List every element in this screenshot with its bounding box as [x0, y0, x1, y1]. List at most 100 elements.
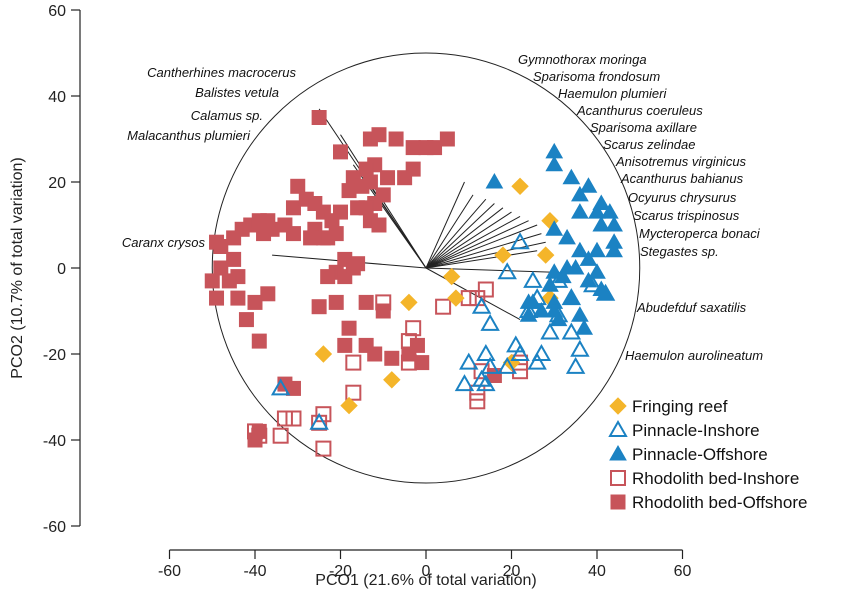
species-vector	[425, 267, 555, 273]
y-tick-label: 20	[48, 175, 66, 192]
point-pinnacle-inshore	[497, 262, 517, 280]
point-fringing-reef	[383, 371, 401, 389]
point-rhodolith-bed-inshore	[285, 410, 302, 427]
point-pinnacle-inshore	[531, 343, 552, 361]
legend-marker-rhodolith-bed-offshore	[610, 494, 626, 510]
species-label: Malacanthus plumieri	[127, 128, 251, 143]
point-pinnacle-inshore	[480, 313, 500, 331]
point-pinnacle-offshore	[579, 271, 598, 288]
legend-marker-pinnacle-offshore	[609, 444, 627, 461]
point-pinnacle-inshore	[510, 232, 530, 250]
point-rhodolith-bed-offshore	[324, 213, 340, 229]
point-rhodolith-bed-offshore	[238, 312, 254, 328]
legend-label-rhodolith-bed-offshore: Rhodolith bed-Offshore	[632, 493, 807, 512]
point-pinnacle-offshore	[545, 301, 564, 318]
point-rhodolith-bed-offshore	[341, 320, 357, 336]
point-pinnacle-inshore	[540, 322, 560, 340]
legend-label-pinnacle-inshore: Pinnacle-Inshore	[632, 421, 760, 440]
point-rhodolith-bed-offshore	[209, 234, 225, 250]
point-rhodolith-bed-offshore	[320, 269, 336, 285]
point-rhodolith-bed-inshore	[435, 298, 452, 315]
point-pinnacle-offshore	[588, 203, 606, 219]
point-pinnacle-offshore	[575, 319, 594, 335]
species-vector	[425, 181, 465, 269]
point-rhodolith-bed-offshore	[358, 294, 374, 310]
point-rhodolith-bed-offshore	[311, 299, 327, 315]
point-rhodolith-bed-offshore	[251, 213, 267, 229]
species-vector	[425, 241, 546, 269]
species-label: Acanthurus bahianus	[620, 171, 744, 186]
species-label: Ocyurus chrysurus	[628, 190, 737, 205]
species-vector	[425, 215, 521, 269]
point-pinnacle-offshore	[485, 172, 504, 189]
point-rhodolith-bed-offshore	[277, 217, 293, 233]
point-pinnacle-offshore	[571, 241, 589, 258]
point-pinnacle-offshore	[524, 293, 542, 309]
point-pinnacle-inshore	[476, 343, 496, 361]
point-rhodolith-bed-offshore	[405, 140, 421, 156]
point-pinnacle-inshore	[309, 412, 329, 430]
correlation-circle-outline	[211, 52, 641, 484]
point-rhodolith-bed-offshore	[230, 290, 246, 306]
point-rhodolith-bed-inshore	[276, 410, 293, 427]
point-rhodolith-bed-offshore	[375, 303, 391, 319]
point-rhodolith-bed-offshore	[388, 131, 404, 147]
point-pinnacle-offshore	[562, 289, 581, 305]
point-rhodolith-bed-offshore	[204, 273, 220, 289]
species-label: Haemulon plumieri	[558, 86, 667, 101]
species-label: Cantherhines macrocerus	[147, 65, 296, 80]
point-pinnacle-offshore	[592, 215, 611, 232]
species-vector	[425, 220, 529, 269]
axes: 60 40 20 0 -20 -40 -60 -60 -40 -20 0 20 40 60	[43, 3, 692, 580]
species-vector	[425, 267, 521, 321]
x-tick-label: -40	[243, 563, 266, 580]
point-pinnacle-inshore	[527, 352, 547, 370]
species-label: Caranx crysos	[122, 235, 206, 250]
point-fringing-reef	[340, 396, 358, 415]
point-pinnacle-offshore	[553, 267, 572, 284]
point-rhodolith-bed-offshore	[311, 110, 327, 125]
y-tick-label: 60	[48, 3, 66, 20]
point-rhodolith-bed-offshore	[285, 200, 301, 216]
x-tick-label: 20	[503, 563, 521, 580]
point-rhodolith-bed-offshore	[337, 337, 353, 353]
point-pinnacle-inshore	[561, 322, 582, 340]
point-pinnacle-inshore	[471, 296, 492, 314]
point-pinnacle-offshore	[571, 203, 589, 219]
point-pinnacle-inshore	[471, 369, 492, 387]
point-pinnacle-offshore	[541, 276, 559, 292]
point-rhodolith-bed-offshore	[371, 217, 387, 233]
y-tick-label: 0	[57, 261, 66, 278]
point-pinnacle-inshore	[459, 352, 479, 370]
point-rhodolith-bed-offshore	[371, 127, 387, 143]
legend-label-fringing-reef: Fringing reef	[632, 397, 728, 416]
species-label: Gymnothorax moringa	[518, 52, 647, 67]
point-pinnacle-offshore	[558, 228, 576, 245]
point-fringing-reef	[511, 177, 529, 196]
point-rhodolith-bed-offshore	[439, 131, 455, 147]
point-pinnacle-offshore	[545, 220, 564, 236]
y-tick-label: -60	[43, 519, 66, 536]
point-rhodolith-bed-offshore	[427, 140, 443, 156]
point-fringing-reef	[536, 246, 555, 264]
point-rhodolith-bed-offshore	[303, 230, 319, 246]
point-rhodolith-bed-inshore	[512, 363, 529, 380]
point-pinnacle-offshore	[562, 168, 581, 185]
point-rhodolith-bed-offshore	[333, 144, 348, 160]
correlation-circle	[211, 52, 641, 484]
point-pinnacle-inshore	[565, 356, 586, 374]
point-pinnacle-inshore	[523, 270, 543, 288]
point-rhodolith-bed-offshore	[290, 178, 306, 194]
legend-marker-rhodolith-bed-inshore	[610, 470, 626, 486]
species-label: Anisotremus virginicus	[615, 154, 747, 169]
legend-marker-fringing-reef	[609, 397, 627, 415]
point-rhodolith-bed-offshore	[367, 346, 383, 362]
point-fringing-reef	[447, 289, 465, 307]
x-tick-label: 40	[588, 563, 606, 580]
point-rhodolith-bed-offshore	[341, 183, 357, 199]
species-label: Acanthurus coeruleus	[576, 103, 703, 118]
species-label: Sparisoma axillare	[590, 120, 697, 135]
point-rhodolith-bed-offshore	[256, 226, 272, 242]
point-pinnacle-offshore	[571, 185, 589, 202]
point-rhodolith-bed-inshore	[405, 320, 422, 337]
